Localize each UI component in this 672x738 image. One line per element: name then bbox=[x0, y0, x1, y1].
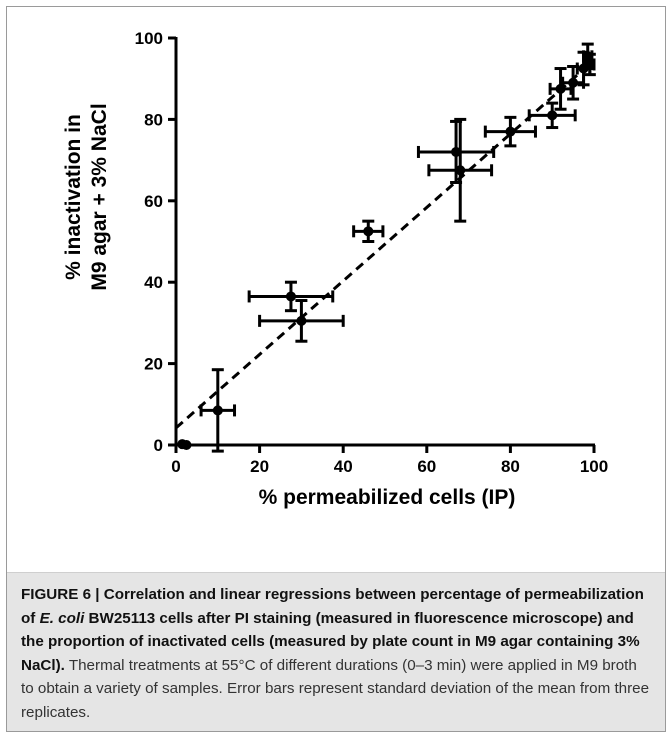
data-point bbox=[199, 368, 237, 453]
y-tick-label: 40 bbox=[144, 273, 163, 292]
caption-bold-text-2: BW25113 cells after PI staining (measure… bbox=[21, 609, 640, 674]
data-point bbox=[427, 117, 494, 223]
point-marker bbox=[455, 165, 466, 176]
y-axis-title-line-2: M9 agar + 3% NaCl bbox=[88, 103, 111, 290]
x-tick-label: 40 bbox=[334, 457, 353, 476]
y-axis-title-line-1: % inactivation in bbox=[62, 114, 85, 280]
point-marker bbox=[363, 226, 374, 237]
y-tick-label: 100 bbox=[135, 29, 163, 48]
caption-regular-text: Thermal treatments at 55°C of different … bbox=[21, 656, 650, 721]
point-marker bbox=[212, 405, 223, 416]
y-tick-label: 60 bbox=[144, 192, 163, 211]
data-point bbox=[247, 280, 335, 313]
data-point bbox=[181, 440, 192, 450]
point-marker bbox=[181, 440, 192, 450]
data-point bbox=[583, 52, 596, 77]
y-tick-label: 20 bbox=[144, 355, 163, 374]
figure-panel: % inactivation in M9 agar + 3% NaCl % pe… bbox=[6, 6, 666, 732]
data-point bbox=[527, 101, 577, 130]
data-point bbox=[258, 299, 345, 343]
scatter-chart: % inactivation in M9 agar + 3% NaCl % pe… bbox=[62, 29, 609, 509]
x-tick-label: 60 bbox=[417, 457, 436, 476]
x-tick-label: 20 bbox=[250, 457, 269, 476]
x-tick-label: 0 bbox=[171, 457, 180, 476]
point-marker bbox=[285, 291, 296, 302]
data-points bbox=[177, 42, 596, 453]
axes: 0 20 40 60 80 100 0 20 40 60 80 100 bbox=[135, 29, 609, 476]
x-axis-title: % permeabilized cells (IP) bbox=[259, 486, 516, 509]
data-point bbox=[483, 115, 537, 148]
x-tick-label: 100 bbox=[580, 457, 608, 476]
data-point bbox=[416, 119, 496, 184]
y-tick-label: 80 bbox=[144, 110, 163, 129]
point-marker bbox=[451, 146, 462, 157]
caption-figure-label: FIGURE 6 | bbox=[21, 586, 104, 603]
caption-bold-text-1: Correlation and linear regressions betwe… bbox=[21, 586, 644, 627]
regression-line bbox=[175, 59, 595, 430]
y-axis-title: % inactivation in M9 agar + 3% NaCl bbox=[62, 103, 111, 290]
figure-caption: FIGURE 6 | Correlation and linear regres… bbox=[7, 572, 665, 731]
regression-line-group bbox=[175, 59, 595, 430]
point-marker bbox=[547, 110, 558, 121]
point-marker bbox=[568, 77, 579, 88]
data-point bbox=[548, 67, 573, 111]
point-marker bbox=[584, 59, 595, 70]
x-tick-label: 80 bbox=[501, 457, 520, 476]
y-tick-label: 0 bbox=[154, 436, 163, 455]
point-marker bbox=[296, 315, 307, 326]
data-point bbox=[352, 219, 385, 243]
point-marker bbox=[505, 126, 516, 137]
caption-species-name: E. coli bbox=[39, 609, 85, 627]
